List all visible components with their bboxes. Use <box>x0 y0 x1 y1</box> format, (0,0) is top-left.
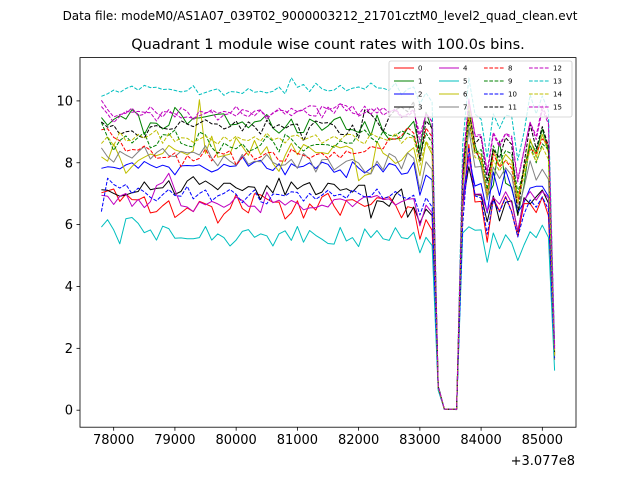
legend-label-6: 6 <box>463 91 468 99</box>
y-tick-label: 2 <box>65 342 73 357</box>
legend-label-4: 4 <box>463 65 468 73</box>
series-line-8 <box>101 118 556 410</box>
x-axis: 78000 79000 80000 81000 82000 83000 84000 85000 <box>93 427 563 448</box>
legend-label-9: 9 <box>508 78 512 86</box>
series-line-13 <box>101 77 556 410</box>
legend-label-3: 3 <box>418 104 422 112</box>
legend-label-5: 5 <box>463 78 467 86</box>
x-tick-label: 79000 <box>154 433 195 448</box>
plot-area <box>79 57 577 428</box>
legend-label-12: 12 <box>553 65 562 73</box>
series-line-4 <box>101 156 556 410</box>
series-line-1 <box>101 106 556 411</box>
legend-label-15: 15 <box>553 104 562 112</box>
legend-label-7: 7 <box>463 104 467 112</box>
y-tick-label: 6 <box>65 218 73 233</box>
legend-label-13: 13 <box>553 78 562 86</box>
y-tick-label: 4 <box>65 280 73 295</box>
x-tick-label: 83000 <box>399 433 440 448</box>
x-tick-label: 84000 <box>460 433 501 448</box>
series-line-7 <box>100 128 556 410</box>
series-line-12 <box>101 99 556 410</box>
series-line-0 <box>101 144 556 410</box>
series-line-5 <box>101 217 556 410</box>
series-lines <box>100 77 556 411</box>
x-tick-label: 82000 <box>338 433 379 448</box>
legend-label-2: 2 <box>418 91 422 99</box>
series-line-11 <box>101 101 556 410</box>
series-line-3 <box>101 166 556 410</box>
series-line-15 <box>100 98 556 410</box>
series-line-10 <box>100 147 556 410</box>
x-offset-label: +3.077e8 <box>511 454 575 469</box>
series-line-6 <box>101 99 556 410</box>
legend-label-1: 1 <box>418 78 422 86</box>
legend-box <box>388 60 573 118</box>
suptitle: Data file: modeM0/AS1A07_039T02_90000032… <box>63 9 578 23</box>
series-line-2 <box>101 156 556 410</box>
y-tick-label: 10 <box>56 94 73 109</box>
x-tick-label: 85000 <box>522 433 563 448</box>
x-tick-label: 81000 <box>277 433 318 448</box>
legend-label-0: 0 <box>418 65 422 73</box>
legend-label-10: 10 <box>508 91 517 99</box>
chart-title: Quadrant 1 module wise count rates with … <box>131 37 525 53</box>
y-axis: 0 2 4 6 8 10 <box>56 94 80 419</box>
legend-label-11: 11 <box>508 104 517 112</box>
series-line-14 <box>101 115 556 410</box>
x-tick-label: 80000 <box>215 433 256 448</box>
legend-label-8: 8 <box>508 65 512 73</box>
x-tick-label: 78000 <box>93 433 134 448</box>
y-tick-label: 8 <box>65 156 73 171</box>
legend-label-14: 14 <box>553 91 562 99</box>
series-line-9 <box>100 122 556 410</box>
y-tick-label: 0 <box>65 404 73 419</box>
